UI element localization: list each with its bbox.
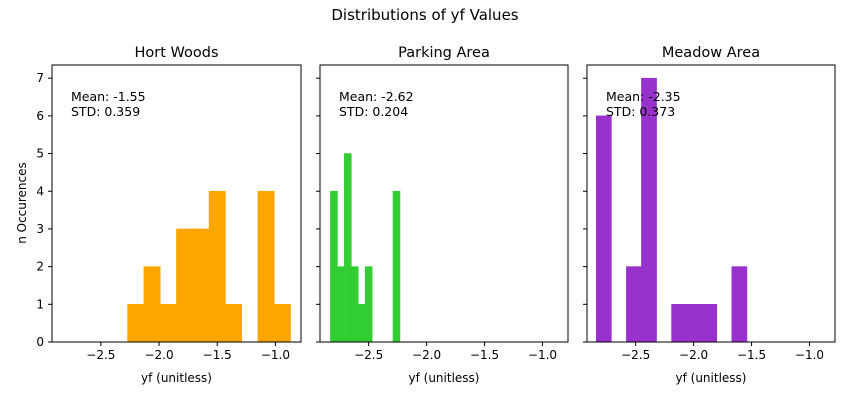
std-annotation: STD: 0.359 bbox=[71, 104, 140, 119]
x-axis-label: yf (unitless) bbox=[409, 371, 480, 385]
y-tick-label: 5 bbox=[36, 147, 44, 161]
axes-frame bbox=[586, 64, 836, 343]
histogram-bar bbox=[337, 266, 345, 343]
x-tick-label: −1.5 bbox=[203, 348, 232, 362]
y-tick-label: 7 bbox=[36, 71, 44, 85]
x-tick-label: −2.5 bbox=[621, 348, 650, 362]
histogram-bar bbox=[350, 266, 359, 343]
histogram-bar bbox=[192, 228, 210, 343]
subplot-title: Parking Area bbox=[398, 45, 490, 61]
histogram-bar bbox=[273, 304, 291, 343]
y-tick-label: 0 bbox=[36, 335, 44, 349]
y-tick-label: 6 bbox=[36, 109, 44, 123]
x-tick-label: −2.0 bbox=[679, 348, 708, 362]
mean-annotation: Mean: -2.35 bbox=[606, 89, 681, 104]
subplot-2: Meadow Area −2.5 −2.0 −1.5 −1.0 yf (unitless)… bbox=[583, 45, 836, 385]
histogram-bar bbox=[257, 190, 275, 343]
x-axis-label: yf (unitless) bbox=[676, 371, 747, 385]
x-tick-label: −1.0 bbox=[795, 348, 824, 362]
histogram-bar bbox=[357, 304, 366, 343]
y-tick-label: 4 bbox=[36, 184, 44, 198]
histogram-bar bbox=[344, 153, 352, 343]
x-tick-label: −2.0 bbox=[412, 348, 441, 362]
subplot-title: Hort Woods bbox=[134, 45, 218, 61]
histogram-bar bbox=[626, 266, 642, 343]
figure-title: Distributions of yf Values bbox=[331, 6, 518, 24]
histogram-bar bbox=[176, 228, 194, 343]
subplot-panels: Hort Woods −2.5 −2.0 −1.5 −1.0 0 1 2 3 4 5 6 7 yf (un… bbox=[36, 45, 836, 385]
y-tick-label: 3 bbox=[36, 222, 44, 236]
y-tick-label: 1 bbox=[36, 297, 44, 311]
y-axis-label: n Occurences bbox=[15, 162, 29, 244]
histogram-bar bbox=[225, 304, 242, 343]
x-tick-label: −1.0 bbox=[528, 348, 557, 362]
std-annotation: STD: 0.204 bbox=[339, 104, 408, 119]
axes-frame bbox=[51, 64, 302, 343]
histogram-bar bbox=[143, 266, 161, 343]
x-tick-label: −2.5 bbox=[86, 348, 115, 362]
histogram-bar bbox=[159, 304, 177, 343]
histogram-bar bbox=[701, 304, 718, 343]
x-tick-label: −1.5 bbox=[737, 348, 766, 362]
subplot-1: Parking Area −2.5 −2.0 −1.5 −1.0 yf (unitless… bbox=[316, 45, 569, 385]
std-annotation: STD: 0.373 bbox=[606, 104, 675, 119]
subplot-title: Meadow Area bbox=[662, 45, 760, 61]
x-tick-label: −1.5 bbox=[470, 348, 499, 362]
axes-frame bbox=[319, 64, 569, 343]
histogram-bar bbox=[595, 115, 612, 343]
x-tick-label: −2.5 bbox=[354, 348, 383, 362]
histogram-bar bbox=[671, 304, 687, 343]
histogram-bar bbox=[731, 266, 748, 343]
histogram-bar bbox=[686, 304, 703, 343]
subplot-0: Hort Woods −2.5 −2.0 −1.5 −1.0 0 1 2 3 4 5 6 7 yf (un… bbox=[36, 45, 302, 385]
histogram-bar bbox=[364, 266, 373, 343]
y-tick-label: 2 bbox=[36, 260, 44, 274]
mean-annotation: Mean: -2.62 bbox=[339, 89, 414, 104]
histogram-bar bbox=[208, 190, 226, 343]
mean-annotation: Mean: -1.55 bbox=[71, 89, 146, 104]
histogram-bar bbox=[127, 304, 145, 343]
histogram-bar bbox=[330, 190, 338, 343]
histogram-bar bbox=[392, 190, 401, 343]
x-tick-label: −1.0 bbox=[261, 348, 290, 362]
x-tick-label: −2.0 bbox=[144, 348, 173, 362]
x-axis-label: yf (unitless) bbox=[141, 371, 212, 385]
